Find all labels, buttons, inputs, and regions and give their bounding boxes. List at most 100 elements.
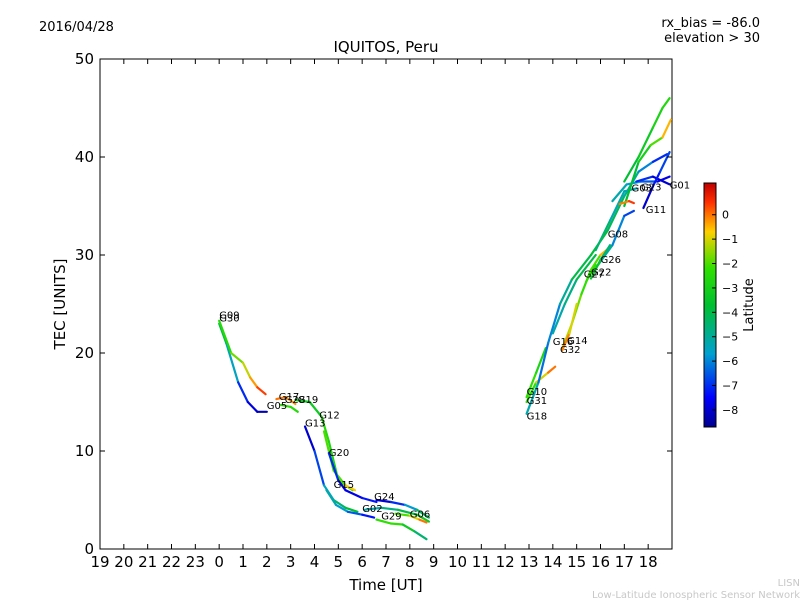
series-G09 [218,319,267,396]
y-axis: 0 10 20 30 40 50 [75,50,672,558]
series-label: G24 [374,492,394,503]
series-label: G31 [527,396,547,407]
series-label: G26 [601,255,621,266]
track-segment [375,498,392,504]
track-segment [575,253,597,281]
x-tick-label: 17 [615,553,634,571]
colorbar-tick-label: −5 [722,331,738,344]
series-label: G28 [285,395,305,406]
credit-short: LISN [778,578,800,589]
colorbar-tick-label: −8 [722,404,738,417]
track-segment [294,398,311,404]
track-segment [585,263,597,283]
colorbar-tick-label: −1 [722,233,738,246]
series-G23 [623,97,671,183]
series-label: G13 [305,419,325,430]
track-segment [599,244,612,261]
track-segment [325,489,338,506]
x-tick-label: 8 [405,553,415,571]
colorbar-tick-label: −6 [722,355,738,368]
x-tick-label: 5 [334,553,344,571]
series-label: G16 [553,337,573,348]
series-G15 [325,489,376,519]
y-tick-label: 0 [84,540,94,558]
x-axis-label: Time [UT] [348,576,422,594]
track-segment [346,510,364,516]
track-segment [408,514,421,521]
track-segment [218,319,233,355]
track-segment [537,342,550,384]
track-segment [313,449,326,487]
y-tick-label: 50 [75,50,94,68]
colorbar-tick-label: −2 [722,258,738,271]
track-segment [415,513,430,523]
series-label: G32 [560,345,580,356]
track-segment [525,371,538,399]
series-label: G05 [267,401,287,412]
x-tick-label: 12 [496,553,515,571]
x-tick-label: 7 [381,553,391,571]
y-axis-label: TEC [UNITS] [51,259,69,351]
track-segment [649,136,664,147]
track-segment [225,342,240,384]
track-segment [551,302,566,335]
series-label: G15 [334,480,354,491]
series-G22 [589,244,612,280]
x-tick-label: 22 [162,553,181,571]
colorbar-label: Latitude [742,278,757,332]
track-segment [344,489,364,500]
x-tick-label: 18 [639,553,658,571]
track-segment [623,160,640,208]
track-segment [396,508,419,516]
series-label: G03 [632,183,652,194]
series-label: G01 [670,180,690,191]
track-segment [658,151,671,173]
x-tick-label: 6 [357,553,367,571]
track-segment [320,415,330,443]
track-segment [525,381,540,415]
x-tick-label: 21 [138,553,157,571]
series-label: G10 [527,387,547,398]
track-segment [623,155,640,183]
track-segment [570,253,593,281]
track-segment [337,479,347,492]
track-segment [661,97,671,110]
track-segment [327,451,340,482]
colorbar-gradient [703,182,717,428]
series-G29 [375,518,428,541]
track-segment [249,376,259,389]
x-tick-label: 15 [567,553,586,571]
track-segment [415,508,430,519]
track-segment [625,180,643,186]
series-label: G06 [410,510,430,521]
track-segment [289,405,299,413]
track-segment [589,253,602,271]
series-label: G30 [219,314,239,325]
track-segment [535,347,547,374]
track-segment [611,183,628,203]
series-G02 [363,506,430,523]
series-label: G29 [381,512,401,523]
track-segment [284,396,297,406]
series-label: G08 [608,229,628,240]
series-G01 [635,175,671,186]
series-label: G19 [298,395,318,406]
track-segment [413,530,428,541]
track-segment [642,185,655,210]
track-segment [361,513,376,519]
x-tick-label: 16 [591,553,610,571]
track-segment [637,160,655,173]
track-segment [611,214,626,247]
series-G10 [525,347,547,399]
plot-frame [99,58,673,550]
series-G20 [327,451,378,504]
rx-bias-label: rx_bias = -86.0 [661,16,760,31]
x-axis: 19 20 21 22 23 0 1 2 3 4 5 6 7 8 9 10 11 12 13 14 15 16 17 18 [90,59,658,571]
series-G28 [280,403,299,413]
series-label: G02 [362,504,382,515]
x-tick-label: 3 [286,553,296,571]
y-tick-label: 10 [75,442,94,460]
series-G16 [551,253,597,335]
track-segment [389,522,404,526]
